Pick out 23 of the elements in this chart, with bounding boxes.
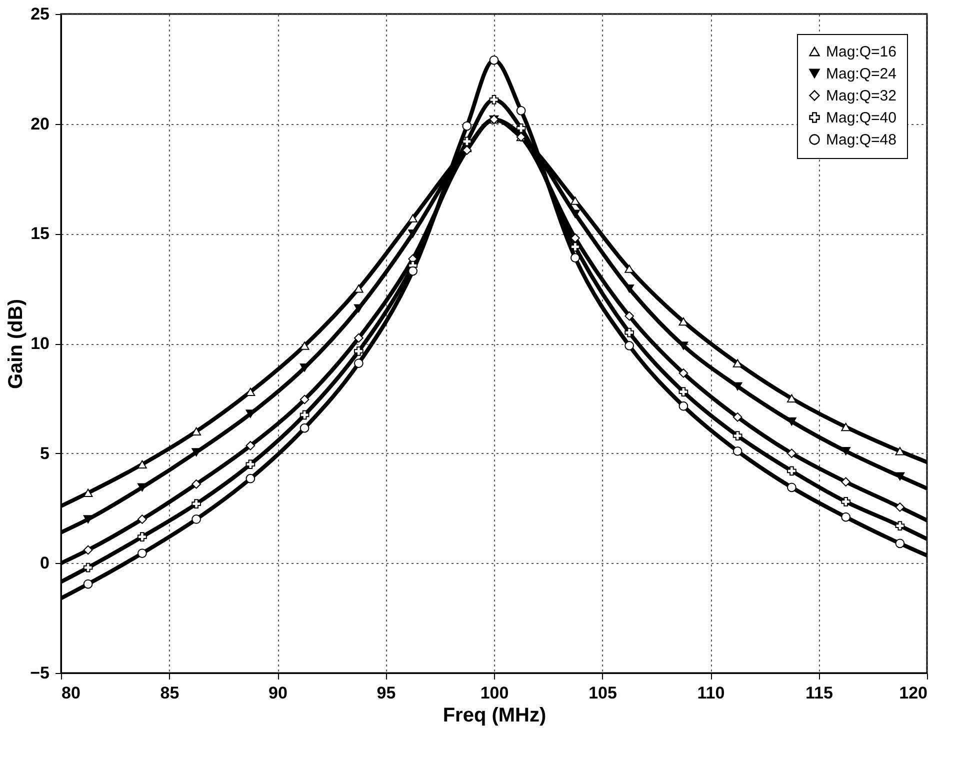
x-tick-label: 80 [62, 684, 80, 702]
legend-label: Mag:Q=16 [826, 44, 896, 60]
x-tick-label: 110 [697, 684, 725, 702]
x-tick-label: 105 [588, 684, 617, 702]
x-tick-label: 120 [899, 684, 928, 702]
y-axis-title: Gain (dB) [5, 299, 28, 389]
y-tick-label: 25 [30, 4, 50, 24]
legend-label: Mag:Q=24 [826, 66, 896, 82]
y-tick-label: 15 [30, 224, 50, 244]
y-tick-label: 20 [30, 114, 50, 134]
x-axis-title: Freq (MHz) [442, 704, 546, 726]
legend-label: Mag:Q=48 [826, 132, 896, 148]
legend-label: Mag:Q=32 [826, 88, 896, 104]
y-tick-label: 5 [40, 444, 50, 463]
y-tick-label: −5 [30, 664, 50, 682]
legend-label: Mag:Q=40 [826, 110, 896, 126]
x-tick-label: 115 [806, 684, 833, 702]
y-tick-label: 0 [40, 554, 50, 573]
x-tick-label: 95 [376, 684, 396, 702]
y-tick-label: 10 [30, 334, 50, 353]
x-tick-label: 90 [268, 684, 288, 702]
x-tick-label: 85 [160, 684, 180, 702]
x-tick-label: 100 [480, 684, 509, 702]
